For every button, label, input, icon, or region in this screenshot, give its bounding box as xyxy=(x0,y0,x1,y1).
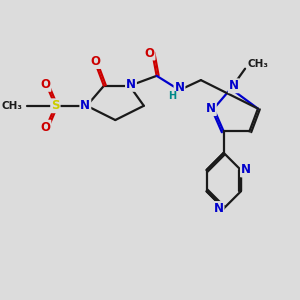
Text: N: N xyxy=(80,99,90,112)
Text: CH₃: CH₃ xyxy=(2,101,22,111)
Text: CH₃: CH₃ xyxy=(248,59,269,69)
Text: O: O xyxy=(40,78,50,91)
Text: N: N xyxy=(126,78,136,91)
Text: N: N xyxy=(214,202,224,215)
Text: O: O xyxy=(40,121,50,134)
Text: N: N xyxy=(175,81,184,94)
Text: O: O xyxy=(90,55,100,68)
Text: H: H xyxy=(168,92,176,101)
Text: S: S xyxy=(51,99,60,112)
Text: N: N xyxy=(241,164,251,176)
Text: N: N xyxy=(206,102,216,115)
Text: N: N xyxy=(229,79,239,92)
Text: O: O xyxy=(145,46,154,59)
